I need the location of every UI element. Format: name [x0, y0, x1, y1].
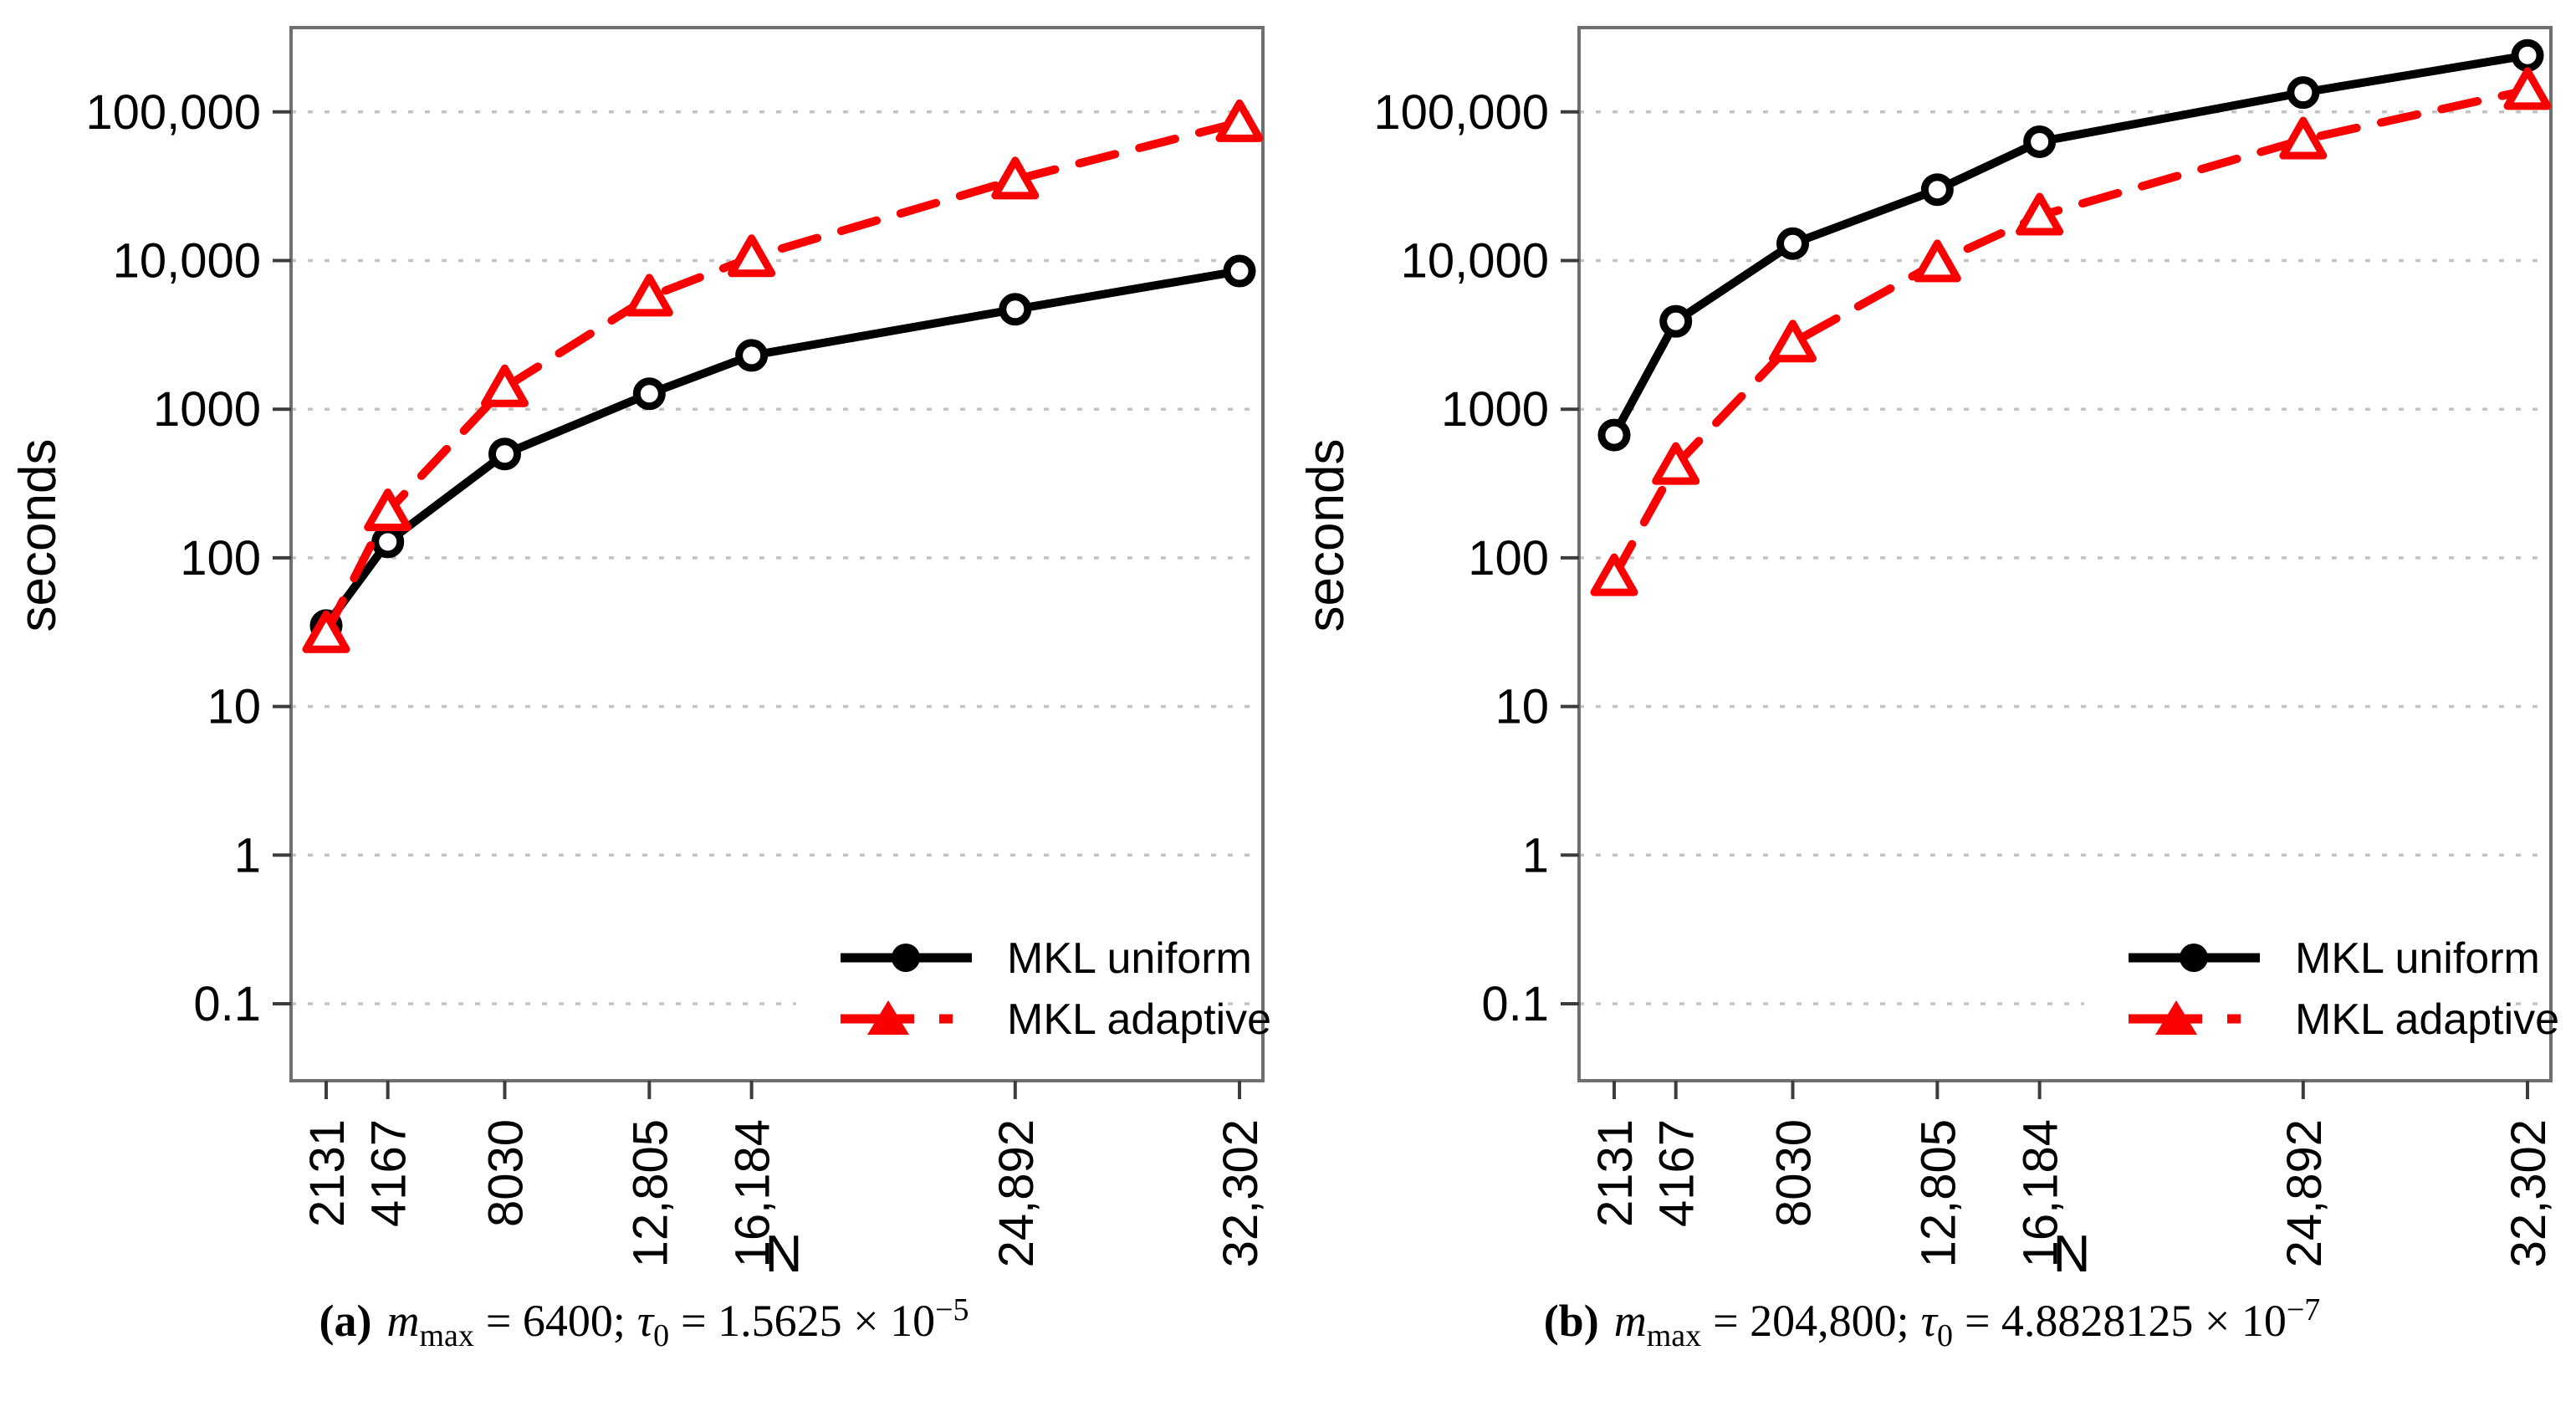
plot-border: [289, 26, 1265, 1082]
data-point-circle: [1920, 173, 1954, 207]
panel-b: 100,000 10,000 1000 100 10 1 0.1 2131 4167 8030 12…: [1288, 0, 2576, 1422]
data-point-triangle: [1652, 442, 1700, 485]
x-tick-label: 8030: [1767, 1119, 1822, 1227]
caption-b-m-subscript: max: [1646, 1317, 1702, 1353]
data-point-circle: [2511, 38, 2544, 72]
data-point-triangle: [2279, 116, 2328, 160]
caption-a-tau-exponent: −5: [935, 1292, 969, 1327]
data-point-triangle: [1769, 320, 1817, 363]
x-tick-label: 2131: [1588, 1119, 1643, 1227]
x-tick-label: 8030: [479, 1119, 534, 1227]
caption-a-tag: (a): [319, 1296, 372, 1346]
x-tick-label: 4167: [1650, 1119, 1705, 1227]
plot-border: [1577, 26, 2553, 1082]
x-axis-label: N: [765, 1225, 803, 1283]
x-tick-label: 4167: [362, 1119, 417, 1227]
y-tick-label: 100: [1468, 531, 1549, 586]
x-axis-label: N: [2053, 1225, 2091, 1283]
x-tick-label: 24,892: [2277, 1119, 2332, 1267]
chart-a: 100,000 10,000 1000 100 10 1 0.1 2131 4167 8030 12…: [9, 26, 1271, 1283]
legend-marker-circle: [2180, 944, 2208, 972]
y-tick-label: 10: [1495, 680, 1549, 734]
y-tick-label: 10,000: [113, 234, 261, 289]
data-point-triangle: [991, 156, 1040, 200]
y-tick-label: 1000: [153, 382, 261, 437]
data-point-triangle: [2503, 67, 2552, 110]
data-point-circle: [632, 377, 666, 411]
caption-a-tau-value: = 1.5625 × 10: [681, 1296, 936, 1346]
legend-label: MKL uniform: [1007, 934, 1252, 983]
caption-b-m-symbol: m: [1613, 1296, 1647, 1346]
caption-b: (b) mmax = 204,800; τ0 = 4.8828125 × 10−7: [1288, 1292, 2576, 1412]
caption-b-tag: (b): [1543, 1296, 1599, 1346]
data-point-triangle: [1913, 239, 1961, 283]
chart-b: 100,000 10,000 1000 100 10 1 0.1 2131 4167 8030 12…: [1297, 26, 2559, 1283]
legend-label: MKL uniform: [2295, 934, 2540, 983]
data-point-circle: [1659, 304, 1693, 338]
caption-b-m-value: = 204,800;: [1713, 1296, 1909, 1346]
y-tick-label: 100,000: [1373, 85, 1549, 140]
series-line-uniform: [322, 267, 1244, 630]
data-point-triangle: [364, 488, 412, 532]
caption-b-tau-symbol: τ: [1920, 1296, 1937, 1346]
x-tick-label: 2131: [300, 1119, 355, 1227]
legend-label: MKL adaptive: [2295, 995, 2559, 1044]
y-tick-label: 1: [234, 828, 261, 882]
legend-background: [796, 922, 1223, 1062]
caption-b-tau-value: = 4.8828125 × 10: [1964, 1296, 2287, 1346]
caption-a-tau-symbol: τ: [636, 1296, 654, 1346]
x-tick-label: 32,302: [2502, 1119, 2556, 1267]
x-tick-label: 16,184: [2014, 1119, 2068, 1267]
data-point-triangle: [1215, 99, 1264, 142]
data-point-circle: [2023, 125, 2057, 158]
caption-b-tau-exponent: −7: [2286, 1292, 2321, 1327]
y-tick-label: 1000: [1441, 382, 1549, 437]
legend-marker-triangle: [867, 1000, 909, 1035]
legend-background: [2084, 922, 2511, 1062]
y-tick-label: 1: [1522, 828, 1549, 882]
data-point-triangle: [728, 234, 776, 278]
y-tick-label: 10,000: [1401, 234, 1549, 289]
y-tick-label: 100: [180, 531, 261, 586]
data-point-triangle: [1590, 553, 1638, 596]
caption-b-tau-subscript: 0: [1936, 1317, 1953, 1353]
data-point-triangle: [625, 274, 673, 317]
data-point-circle: [735, 339, 769, 372]
x-tick-label: 12,805: [1911, 1119, 1965, 1267]
data-point-circle: [371, 525, 405, 559]
x-tick-label: 12,805: [623, 1119, 677, 1267]
y-axis-label: seconds: [1297, 439, 1355, 632]
caption-a: (a) mmax = 6400; τ0 = 1.5625 × 10−5: [0, 1292, 1288, 1412]
data-point-circle: [999, 293, 1032, 326]
x-tick-label: 16,184: [726, 1119, 780, 1267]
data-point-triangle: [2016, 192, 2064, 236]
data-point-circle: [2287, 76, 2320, 110]
data-point-triangle: [481, 364, 529, 407]
legend-marker-triangle: [2155, 1000, 2197, 1035]
y-axis-label: seconds: [9, 439, 67, 632]
data-point-triangle: [302, 610, 350, 653]
y-tick-label: 100,000: [85, 85, 261, 140]
legend-marker-circle: [892, 944, 920, 972]
y-tick-label: 10: [207, 680, 261, 734]
series-line-adaptive: [1610, 85, 2532, 581]
y-tick-label: 0.1: [193, 977, 261, 1031]
y-tick-label: 0.1: [1481, 977, 1549, 1031]
data-point-circle: [1597, 418, 1631, 452]
caption-a-m-subscript: max: [419, 1317, 474, 1353]
caption-a-m-value: = 6400;: [485, 1296, 626, 1346]
x-tick-label: 32,302: [1214, 1119, 1268, 1267]
caption-a-tau-subscript: 0: [653, 1317, 670, 1353]
legend-label: MKL adaptive: [1007, 995, 1271, 1044]
panel-a: 100,000 10,000 1000 100 10 1 0.1 2131 4167 8030 12…: [0, 26, 1288, 1412]
x-tick-label: 24,892: [989, 1119, 1044, 1267]
caption-a-m-symbol: m: [386, 1296, 420, 1346]
data-point-circle: [488, 437, 522, 471]
data-point-circle: [1776, 227, 1810, 260]
data-point-circle: [1223, 254, 1256, 288]
